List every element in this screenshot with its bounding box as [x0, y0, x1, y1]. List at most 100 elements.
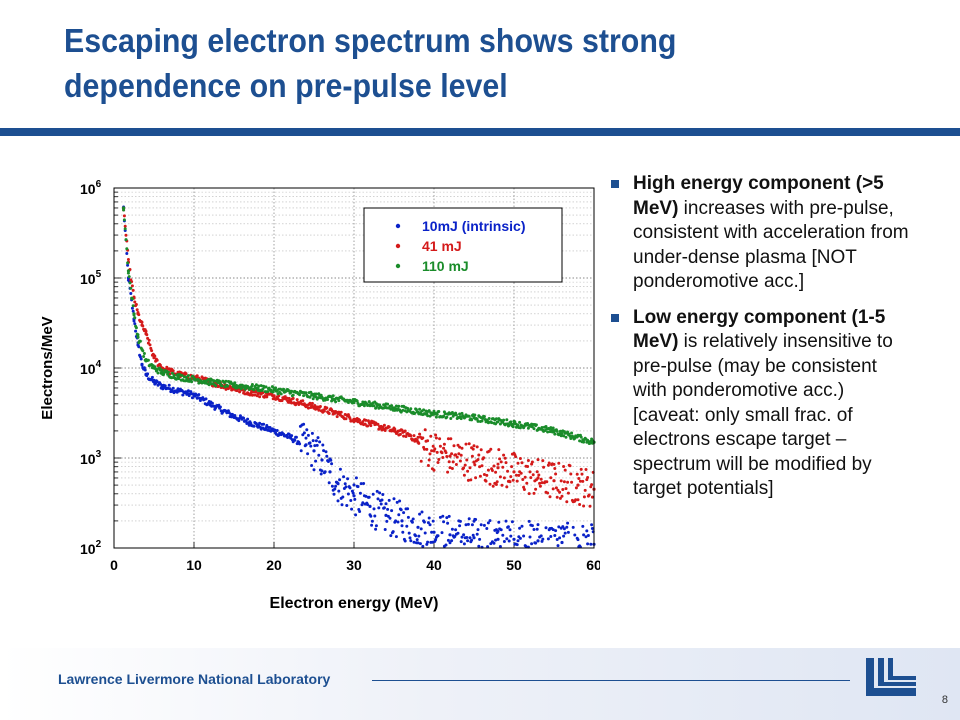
data-point: [334, 484, 338, 488]
data-point: [302, 431, 306, 435]
data-point: [268, 426, 272, 429]
x-tick-label: 50: [506, 557, 522, 573]
data-point: [484, 479, 488, 483]
data-point: [530, 524, 534, 528]
data-point: [537, 473, 541, 477]
slide-title-line-2: dependence on pre-pulse level: [64, 67, 508, 104]
data-point: [150, 349, 154, 353]
data-point: [480, 419, 484, 423]
data-point: [505, 418, 509, 422]
data-point: [362, 482, 366, 485]
data-point: [496, 466, 500, 470]
data-point: [401, 530, 405, 534]
data-point: [532, 491, 536, 495]
data-point: [212, 379, 216, 383]
data-point: [581, 524, 585, 528]
data-point: [265, 424, 269, 427]
data-point: [279, 392, 283, 396]
data-point: [551, 426, 555, 430]
data-point: [499, 460, 503, 464]
data-point: [558, 429, 562, 433]
data-point: [434, 538, 438, 542]
data-point: [494, 483, 498, 486]
data-point: [524, 545, 528, 548]
data-point: [402, 511, 406, 515]
data-point: [399, 508, 403, 512]
data-point: [264, 385, 268, 389]
data-point: [498, 545, 502, 548]
data-point: [314, 439, 318, 443]
data-point: [429, 434, 433, 438]
data-point: [556, 544, 560, 548]
data-point: [432, 468, 436, 472]
data-point: [126, 271, 130, 275]
data-point: [440, 451, 444, 455]
data-point: [412, 434, 416, 438]
data-point: [345, 504, 349, 507]
electron-spectrum-chart: 0 10 20 30 40 50 60 102 103 104 105 106 10mJ (intr…: [39, 179, 600, 612]
data-point: [167, 383, 171, 387]
data-point: [498, 475, 502, 479]
data-point: [435, 450, 439, 454]
data-point: [254, 383, 258, 387]
data-point: [494, 470, 498, 474]
data-point: [578, 439, 582, 443]
data-point: [515, 479, 519, 483]
data-point: [273, 428, 277, 432]
data-point: [417, 441, 421, 445]
data-point: [490, 469, 494, 472]
data-point: [549, 476, 553, 480]
legend-marker: [395, 223, 401, 229]
data-point: [318, 440, 322, 444]
data-point: [153, 354, 157, 358]
data-point: [420, 510, 424, 514]
data-point: [405, 524, 409, 528]
data-point: [310, 431, 314, 435]
data-point: [568, 434, 572, 438]
data-point: [450, 539, 454, 543]
data-point: [505, 485, 509, 489]
data-point: [520, 461, 524, 465]
data-point: [152, 378, 156, 382]
data-point: [156, 371, 160, 375]
data-point: [404, 435, 408, 438]
data-point: [272, 394, 276, 398]
data-point: [454, 413, 458, 417]
data-point: [305, 428, 309, 432]
data-point: [184, 372, 188, 376]
y-tick-label: 105: [80, 269, 102, 287]
data-point: [133, 322, 137, 326]
data-point: [446, 521, 450, 525]
data-point: [250, 393, 254, 397]
data-point: [299, 449, 303, 453]
data-point: [540, 481, 544, 485]
data-point: [482, 415, 486, 419]
data-point: [361, 501, 365, 505]
data-point: [491, 484, 495, 488]
data-point: [160, 368, 164, 372]
data-point: [353, 497, 357, 501]
data-point: [563, 468, 567, 472]
data-point: [590, 483, 594, 487]
data-point: [492, 464, 496, 468]
data-point: [426, 521, 430, 525]
data-point: [466, 469, 470, 473]
data-point: [576, 538, 580, 542]
title-divider: [0, 128, 960, 136]
data-point: [186, 391, 190, 395]
data-point: [369, 514, 373, 518]
data-point: [326, 398, 330, 401]
data-point: [143, 368, 147, 372]
data-point: [332, 492, 336, 496]
data-point: [386, 507, 390, 511]
data-point: [141, 324, 145, 328]
x-tick-label: 60: [586, 557, 600, 573]
data-point: [546, 537, 550, 541]
data-point: [535, 527, 539, 531]
data-point: [412, 540, 416, 544]
data-point: [552, 479, 556, 483]
data-point: [383, 528, 387, 531]
data-point: [421, 436, 425, 440]
data-point: [475, 532, 479, 536]
data-point: [526, 459, 530, 462]
